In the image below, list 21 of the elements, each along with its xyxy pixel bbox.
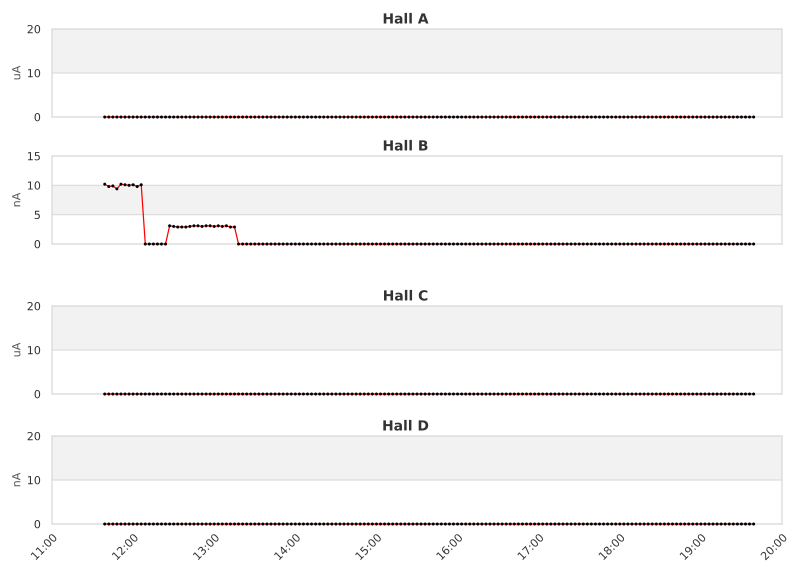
- y-tick-label: 5: [34, 210, 40, 220]
- y-tick-label: 20: [28, 432, 40, 440]
- chart-title: Hall D: [383, 420, 428, 431]
- y-axis-title: uA: [12, 342, 20, 356]
- y-axis-title: nA: [12, 192, 20, 206]
- y-tick-label: 20: [28, 302, 40, 310]
- y-tick-label: 15: [28, 152, 40, 160]
- chart-title: Hall B: [384, 140, 428, 151]
- y-axis-title: uA: [12, 66, 20, 80]
- y-axis-title: nA: [12, 472, 20, 486]
- chart-title: Hall C: [384, 290, 428, 301]
- y-tick-label: 20: [28, 24, 40, 34]
- y-tick-label: 0: [34, 520, 40, 528]
- y-tick-label: 0: [34, 112, 40, 122]
- y-tick-label: 0: [34, 240, 40, 248]
- y-tick-label: 10: [28, 346, 40, 354]
- chart-title: Hall A: [384, 12, 428, 24]
- y-tick-label: 0: [34, 390, 40, 398]
- y-tick-label: 10: [28, 476, 40, 484]
- y-tick-label: 10: [28, 181, 40, 190]
- y-tick-label: 10: [28, 68, 40, 78]
